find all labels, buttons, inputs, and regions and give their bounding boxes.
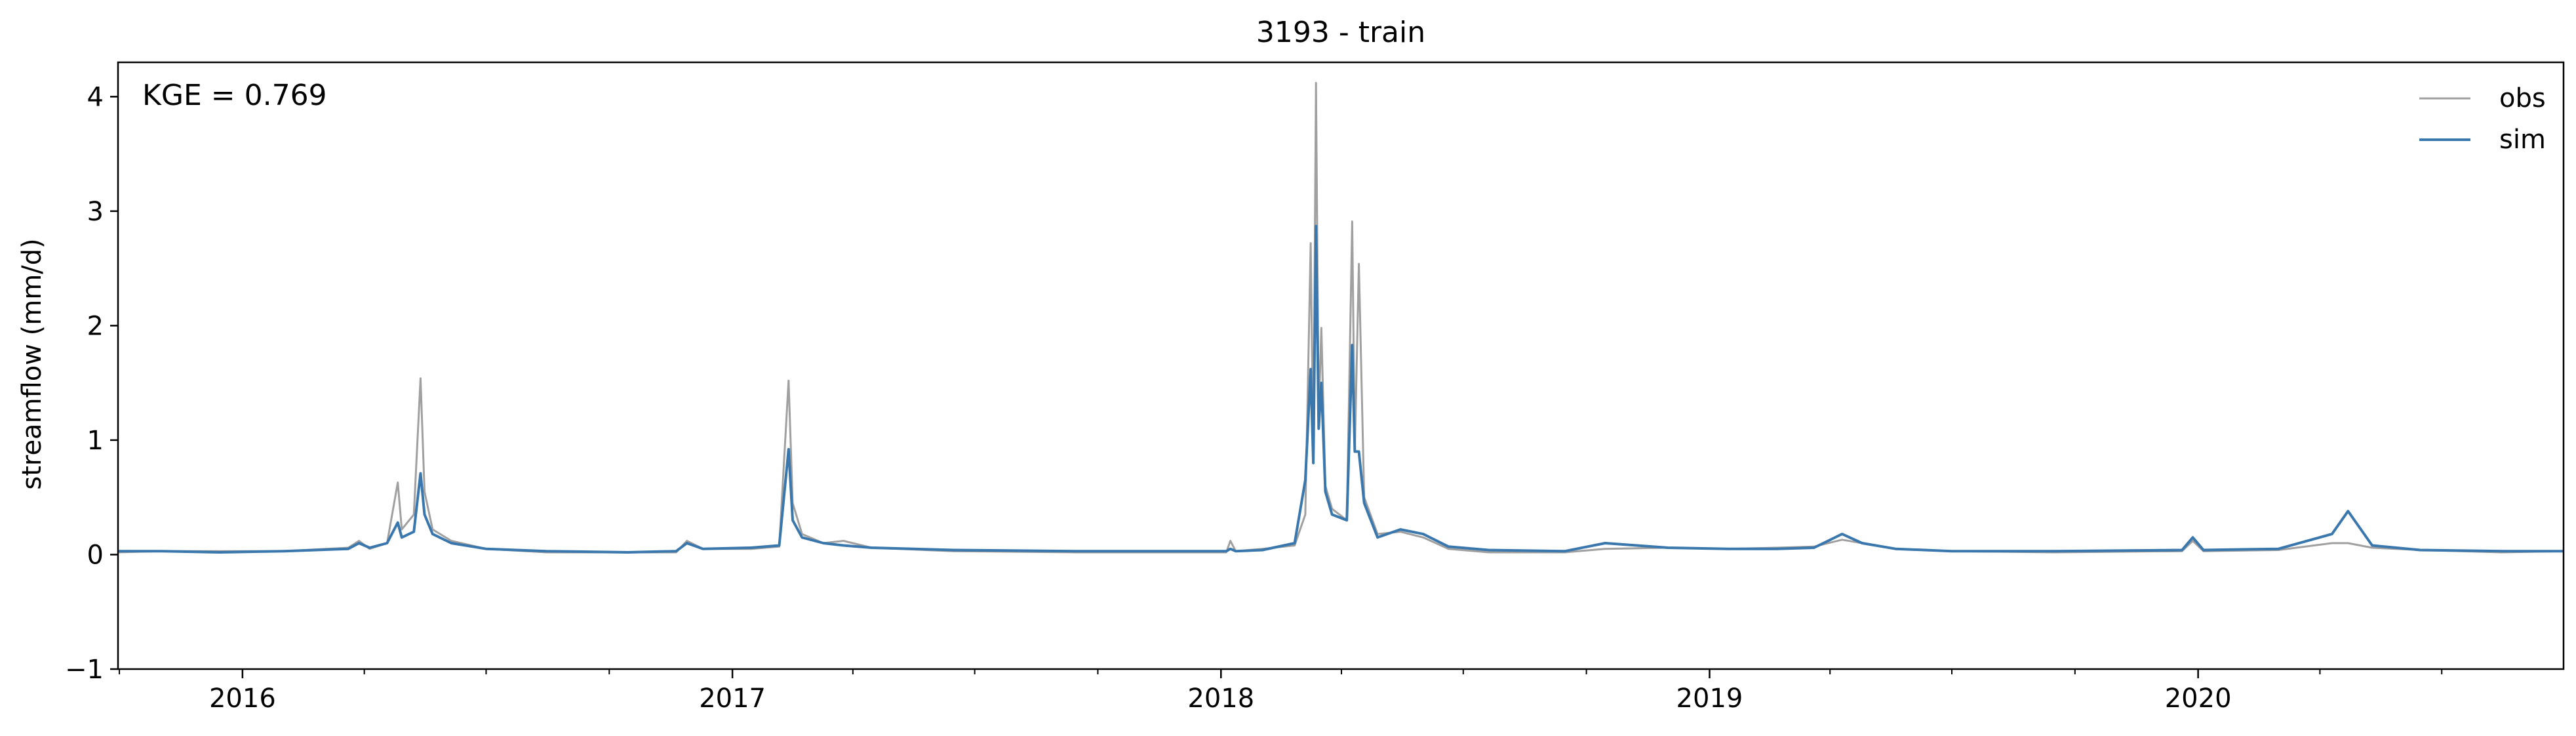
x-axis-ticks: 2016 2017 2018 2019 2020 (209, 669, 2232, 714)
x-tick-label: 2019 (1676, 684, 1743, 714)
kge-annotation: KGE = 0.769 (142, 79, 327, 112)
y-tick-label: 0 (87, 540, 104, 570)
y-axis-ticks: −1 0 1 2 3 4 (65, 82, 118, 685)
y-tick-label: 1 (87, 426, 104, 456)
x-tick-label: 2018 (1187, 684, 1254, 714)
legend-obs-label: obs (2499, 83, 2546, 113)
chart-title: 3193 - train (1256, 16, 1425, 49)
plot-area: −1 0 1 2 3 4 2016 2017 2018 2019 2020 (65, 61, 2565, 714)
x-tick-label: 2020 (2165, 684, 2232, 714)
y-tick-label: 2 (87, 311, 104, 341)
y-tick-label: 3 (87, 197, 104, 227)
series-layer (117, 81, 2564, 554)
x-tick-label: 2017 (699, 684, 766, 714)
series-line-sim (118, 224, 2564, 554)
legend: obs sim (2419, 83, 2546, 155)
x-axis-minor-ticks (119, 669, 2443, 674)
y-tick-label: 4 (87, 82, 104, 112)
y-axis-label: streamflow (mm/d) (17, 238, 47, 489)
y-tick-label: −1 (65, 655, 104, 685)
legend-sim-label: sim (2499, 125, 2546, 155)
x-tick-label: 2016 (209, 684, 276, 714)
plot-frame (117, 61, 2565, 670)
